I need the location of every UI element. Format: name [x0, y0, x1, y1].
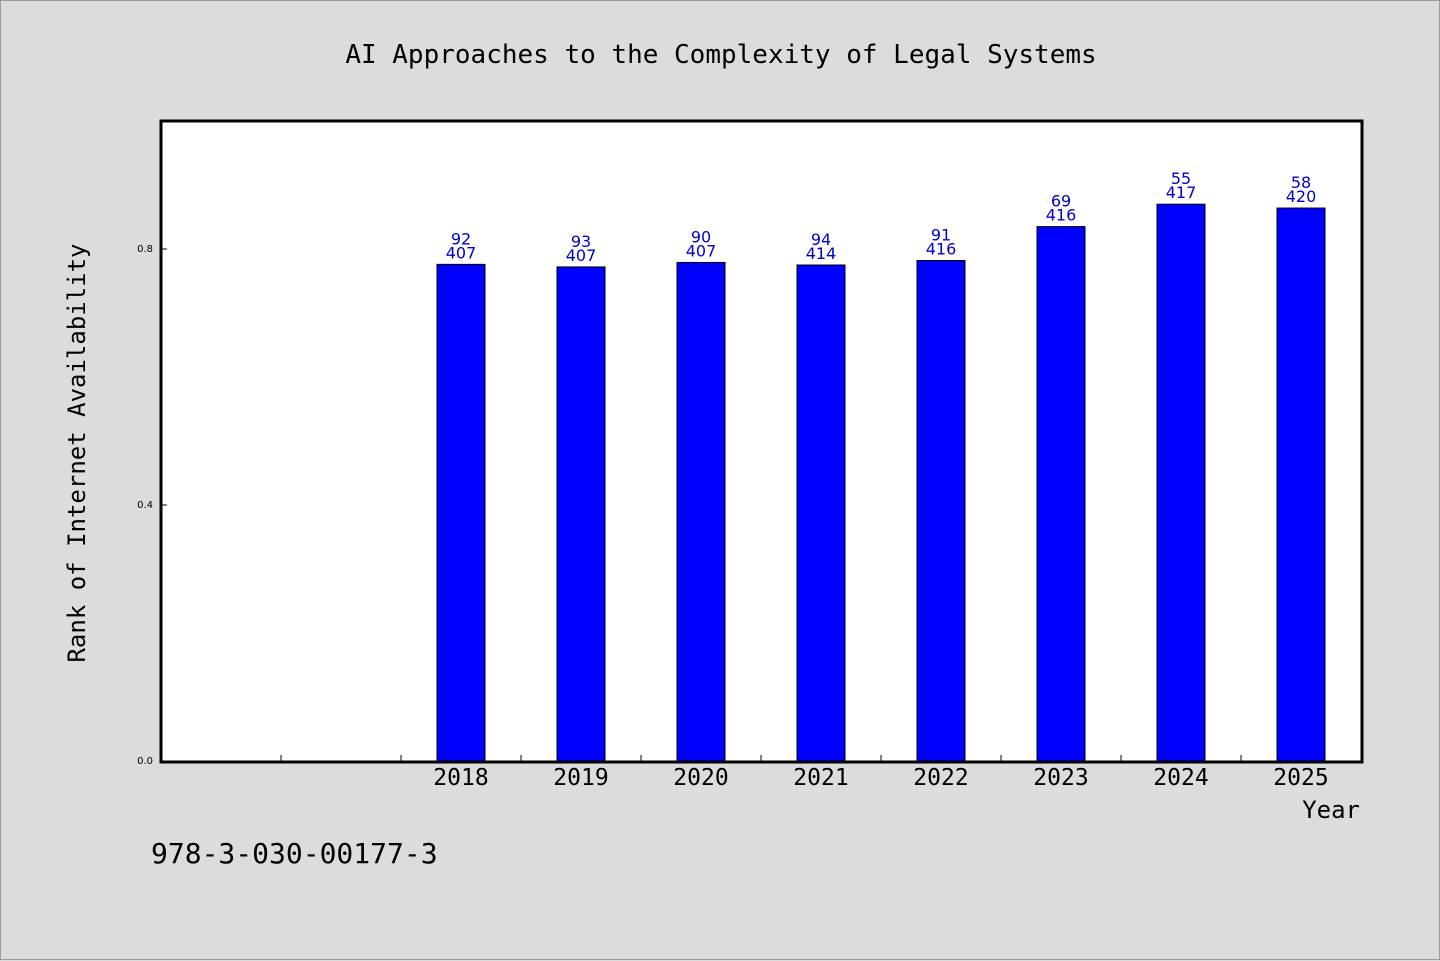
bar-2021 — [796, 264, 846, 762]
data-label-bottom-2024: 417 — [1166, 183, 1197, 202]
data-label-top-2020: 90 — [691, 227, 711, 246]
isbn-footer: 978-3-030-00177-3 — [151, 837, 438, 870]
data-label-top-2024: 55 — [1171, 169, 1191, 188]
data-label-top-2018: 92 — [451, 229, 471, 248]
x-tick-label-2022: 2022 — [913, 765, 968, 791]
bar-2018 — [436, 263, 486, 762]
data-label-bottom-2020: 407 — [686, 241, 717, 260]
data-label-top-2019: 93 — [571, 232, 591, 251]
x-tick-label-2020: 2020 — [673, 765, 728, 791]
y-axis-label: Rank of Internet Availability — [63, 243, 91, 662]
bar-2019 — [556, 266, 606, 762]
x-axis-ticks: 2018 2019 2020 2021 2022 2023 2024 2025 — [280, 755, 1329, 791]
bar-2023 — [1036, 226, 1086, 762]
bar-2024 — [1156, 203, 1206, 762]
x-tick-label-2025: 2025 — [1273, 765, 1328, 791]
data-label-top-2025: 58 — [1291, 173, 1311, 192]
bar-2020 — [676, 261, 726, 762]
y-tick-label: 0.0 — [137, 756, 153, 767]
bar-2025 — [1276, 207, 1326, 762]
data-label-bottom-2023: 416 — [1046, 206, 1077, 225]
data-label-bottom-2021: 414 — [806, 244, 837, 263]
x-tick-label-2024: 2024 — [1153, 765, 1208, 791]
x-tick-label-2019: 2019 — [553, 765, 608, 791]
chart-title: AI Approaches to the Complexity of Legal… — [345, 40, 1096, 70]
data-label-bottom-2019: 407 — [566, 246, 597, 265]
plot-border — [159, 119, 1364, 764]
data-label-top-2021: 94 — [811, 230, 831, 249]
bar-2022 — [916, 260, 966, 762]
bars-layer — [436, 203, 1326, 762]
data-label-bottom-2022: 416 — [926, 240, 957, 259]
data-label-top-2022: 91 — [931, 226, 951, 245]
data-label-bottom-2018: 407 — [446, 243, 477, 262]
x-tick-label-2018: 2018 — [433, 765, 488, 791]
x-tick-label-2023: 2023 — [1033, 765, 1088, 791]
data-label-bottom-2025: 420 — [1286, 187, 1317, 206]
x-tick-label-2021: 2021 — [793, 765, 848, 791]
y-tick-label: 0.4 — [137, 500, 153, 511]
y-tick-label: 0.8 — [137, 244, 153, 255]
x-axis-label: Year — [1302, 796, 1360, 824]
data-label-top-2023: 69 — [1051, 192, 1071, 211]
